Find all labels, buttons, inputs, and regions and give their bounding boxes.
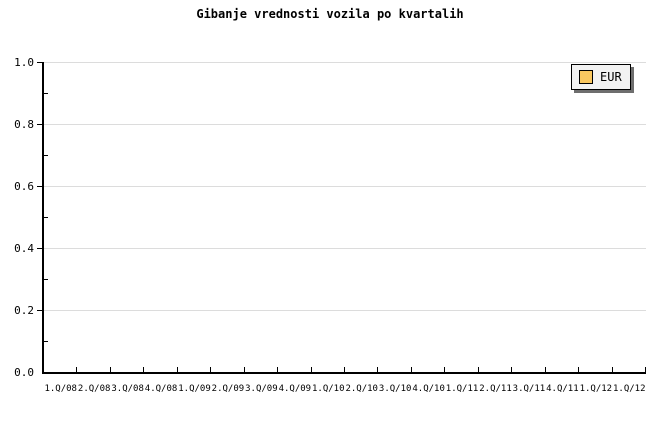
x-tick-label: 3.Q/11: [512, 384, 546, 394]
x-tick-label: 4.Q/09: [278, 384, 312, 394]
x-tick-label: 1.Q/10: [312, 384, 345, 394]
x-tick: [611, 367, 613, 372]
x-tick-label: 1.Q/12: [613, 384, 646, 394]
x-tick: [243, 367, 245, 372]
x-tick: [210, 367, 212, 372]
x-tick: [477, 367, 479, 372]
x-tick-label: 4.Q/08: [144, 384, 178, 394]
x-tick: [176, 367, 178, 372]
plot-area: [37, 61, 646, 374]
x-tick: [444, 367, 446, 372]
x-tick: [109, 367, 111, 372]
x-tick-label: 2.Q/09: [211, 384, 245, 394]
x-tick: [310, 367, 312, 372]
y-minor-tick: [44, 92, 48, 94]
gridline: [44, 247, 646, 249]
y-tick-label: 0.2: [14, 304, 34, 317]
y-major-tick: [37, 247, 42, 249]
y-tick-label: 0.0: [14, 366, 34, 379]
chart-title: Gibanje vrednosti vozila po kvartalih: [196, 7, 464, 21]
x-tick: [344, 367, 345, 372]
x-tick-label: 3.Q/10: [378, 384, 412, 394]
y-minor-tick: [44, 154, 48, 156]
x-tick: [277, 367, 279, 372]
gridline: [44, 61, 646, 63]
y-axis-labels: 1.0 0.8 0.6 0.4 0.2 0.0: [0, 56, 36, 379]
x-tick-label: 2.Q/08: [77, 384, 111, 394]
gridline: [44, 185, 646, 187]
x-tick: [578, 367, 580, 372]
y-tick-label: 0.6: [14, 180, 34, 193]
y-tick-label: 0.8: [14, 118, 34, 131]
x-tick-label: 2.Q/10: [345, 384, 378, 394]
y-major-tick: [37, 309, 42, 311]
x-tick: [410, 367, 412, 372]
x-axis-labels: 1.Q/08 2.Q/08 3.Q/08 4.Q/08 1.Q/09 2.Q/09 3.Q/…: [44, 384, 646, 398]
x-tick-label: 4.Q/10: [412, 384, 445, 394]
x-tick: [511, 367, 513, 372]
x-tick-label: 3.Q/08: [111, 384, 144, 394]
x-tick-label: 1.Q/08: [44, 384, 77, 394]
y-minor-tick: [44, 278, 48, 280]
x-tick-label: 1.Q/11: [445, 384, 479, 394]
y-major-tick: [37, 185, 42, 187]
x-tick: [544, 367, 546, 372]
legend-swatch-eur: [579, 70, 593, 84]
x-tick: [645, 367, 646, 372]
y-major-tick: [37, 123, 42, 125]
y-minor-tick: [44, 340, 48, 342]
gridline: [44, 123, 646, 125]
x-tick: [143, 367, 145, 372]
x-tick-label: 2.Q/11: [479, 384, 512, 394]
x-tick-label: 4.Q/11: [546, 384, 579, 394]
y-minor-tick: [44, 216, 48, 218]
y-tick-label: 0.4: [14, 242, 34, 255]
y-major-tick: [37, 61, 42, 63]
x-tick-label: 1.Q/09: [178, 384, 211, 394]
x-tick: [76, 367, 78, 372]
x-tick-label: 1.Q/12: [579, 384, 613, 394]
gridline: [44, 309, 646, 311]
legend: EUR: [571, 64, 631, 90]
y-tick-label: 1.0: [14, 56, 34, 69]
legend-label-eur: EUR: [600, 69, 622, 84]
x-tick: [377, 367, 379, 372]
x-tick-label: 3.Q/09: [245, 384, 278, 394]
